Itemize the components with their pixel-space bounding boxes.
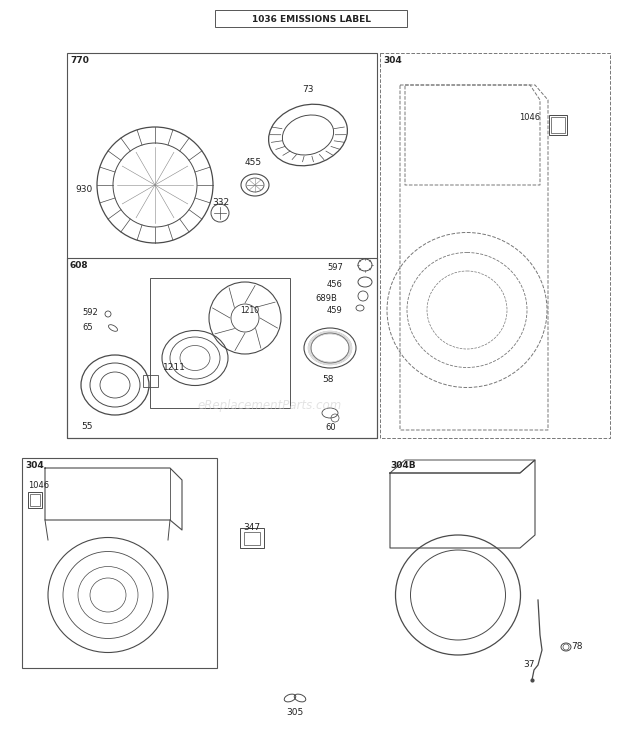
Bar — [30, 494, 40, 506]
Bar — [28, 492, 42, 508]
Text: 65: 65 — [82, 323, 92, 332]
Bar — [215, 10, 407, 27]
Text: 347: 347 — [244, 523, 260, 532]
Text: 58: 58 — [322, 375, 334, 384]
Text: 305: 305 — [286, 708, 304, 717]
Text: 770: 770 — [70, 56, 89, 65]
Bar — [549, 115, 567, 135]
Text: 1211: 1211 — [163, 363, 186, 372]
Text: 459: 459 — [327, 306, 343, 315]
Bar — [150, 278, 290, 408]
Text: 456: 456 — [327, 280, 343, 289]
Bar — [551, 117, 565, 133]
Bar — [244, 532, 260, 545]
Text: 455: 455 — [245, 158, 262, 167]
Text: 304B: 304B — [390, 461, 415, 470]
Bar — [67, 53, 377, 438]
Bar — [22, 458, 217, 668]
Bar — [380, 53, 610, 438]
Text: 597: 597 — [327, 263, 343, 272]
Text: 592: 592 — [82, 308, 98, 317]
Text: eReplacementParts.com: eReplacementParts.com — [198, 399, 342, 411]
Text: 304: 304 — [25, 461, 44, 470]
Text: 78: 78 — [571, 642, 583, 651]
Text: 1046: 1046 — [28, 481, 49, 490]
Bar — [67, 258, 377, 438]
Text: 608: 608 — [70, 261, 89, 270]
Text: 930: 930 — [76, 185, 93, 194]
Text: 1210: 1210 — [240, 306, 259, 315]
Text: 60: 60 — [325, 423, 335, 432]
Text: 55: 55 — [81, 422, 92, 431]
Bar — [240, 528, 264, 548]
Text: 1046: 1046 — [519, 113, 540, 122]
Text: 37: 37 — [523, 660, 534, 669]
Text: 73: 73 — [303, 85, 314, 94]
Text: 304: 304 — [383, 56, 402, 65]
Text: 1036 EMISSIONS LABEL: 1036 EMISSIONS LABEL — [252, 15, 371, 24]
Text: 689B: 689B — [315, 294, 337, 303]
Bar — [143, 375, 158, 387]
Text: 332: 332 — [212, 198, 229, 207]
